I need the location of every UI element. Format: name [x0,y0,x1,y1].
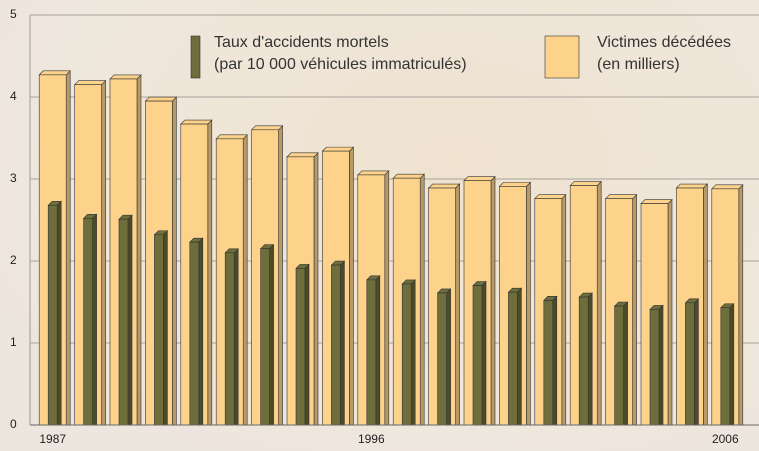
bar-depth [447,289,451,425]
bar-depth [633,195,637,425]
bar [367,280,376,425]
bar [154,235,163,425]
bar-depth [340,261,344,425]
y-tick-label: 2 [10,253,17,267]
bar-depth [420,174,424,425]
bar-top [75,81,106,85]
bar-depth [730,304,734,425]
bar-depth [411,280,415,425]
bar-depth [172,97,176,425]
bar [579,297,588,425]
bar-depth [491,177,495,425]
bar-top [39,71,70,75]
bar-top [606,195,637,199]
y-tick-label: 1 [10,335,17,349]
bar [190,242,199,425]
y-tick-label: 4 [10,89,17,103]
bar [261,249,270,425]
bar-top [287,153,318,157]
bar-depth [456,184,460,425]
legend-swatch [545,36,579,78]
bar-depth [597,182,601,425]
bar-depth [128,215,132,425]
bar-depth [562,195,566,425]
bar-top [322,147,353,151]
chart: 0 1 2 3 4 5 1987 1996 2006 Taux d'accidents mort… [0,0,759,451]
y-tick-label: 0 [10,417,17,431]
bar [685,303,694,425]
bar-depth [243,135,247,425]
bar-depth [314,153,318,425]
bar-top [641,200,672,204]
bar-depth [482,282,486,425]
bar [331,265,340,425]
bar [508,292,517,425]
bar-depth [526,182,530,425]
bar [615,306,624,425]
bar-top [429,184,460,188]
y-tick-label: 5 [10,7,17,21]
bar-top [110,75,141,79]
bar [544,300,553,425]
bar-top [535,195,566,199]
x-tick-label: 1987 [39,432,66,446]
bar-top [712,185,743,189]
bar [84,218,93,425]
bar-depth [385,171,389,425]
legend-label: Taux d'accidents mortels (par 10 000 véh… [214,32,467,76]
bar-top [393,174,424,178]
x-tick-label: 1996 [358,432,385,446]
bar [473,286,482,425]
x-tick-label: 2006 [712,432,739,446]
bar-depth [694,299,698,425]
bar [721,308,730,425]
bar-top [216,135,247,139]
bar-depth [102,81,106,425]
bar-depth [659,305,663,425]
bar-top [464,177,495,181]
bar-depth [279,126,283,425]
bar [650,309,659,425]
legend-label: Victimes décédées (en milliers) [597,32,731,76]
bar-depth [137,75,141,425]
bar-depth [624,302,628,425]
bar-top [358,171,389,175]
bar-depth [517,288,521,425]
bar-depth [739,185,743,425]
bar-top [145,97,176,101]
bar-depth [208,120,212,425]
bar-top [499,182,530,186]
bar [296,268,305,425]
bar-depth [234,249,238,425]
bar-top [181,120,212,124]
bar-depth [668,200,672,425]
legend-swatch [191,36,200,78]
bar-depth [199,238,203,425]
bar-top [676,184,707,188]
bar [48,205,57,425]
bar-depth [376,276,380,425]
y-tick-label: 3 [10,171,17,185]
bar-depth [588,293,592,425]
bar-depth [270,245,274,425]
bar-depth [163,231,167,425]
bar-top [570,182,601,186]
bar [402,284,411,425]
bar-depth [553,296,557,425]
bar [119,219,128,425]
bar-top [252,126,283,130]
bar [225,253,234,425]
bar-depth [703,184,707,425]
bar-depth [93,214,97,425]
bar [438,293,447,425]
bar-depth [305,264,309,425]
bar-depth [349,147,353,425]
bar-depth [66,71,70,425]
bar-depth [57,201,61,425]
